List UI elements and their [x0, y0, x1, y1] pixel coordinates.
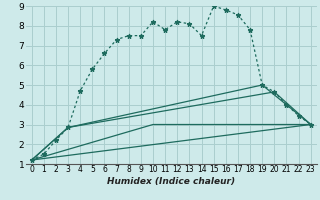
X-axis label: Humidex (Indice chaleur): Humidex (Indice chaleur): [107, 177, 235, 186]
